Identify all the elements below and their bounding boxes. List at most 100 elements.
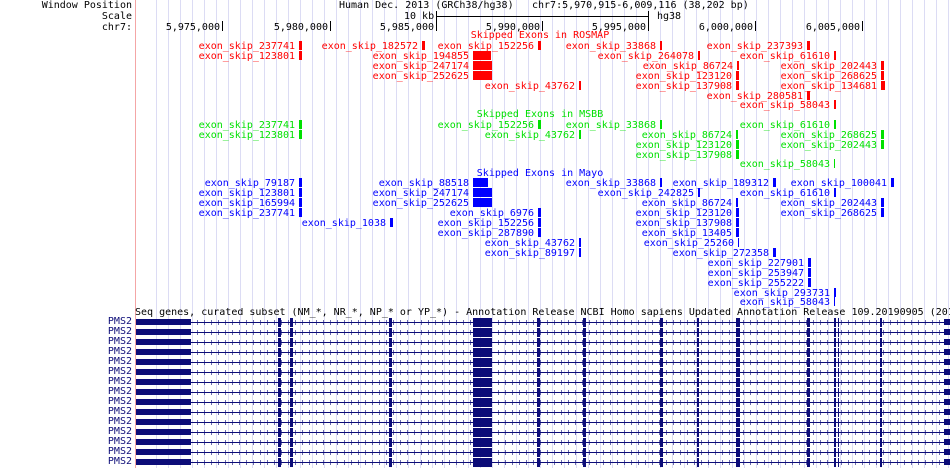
exon-skip-label[interactable]: exon_skip_253947 [707, 268, 804, 279]
gene-exon[interactable] [807, 328, 810, 337]
gene-exon[interactable] [290, 388, 293, 397]
exon-skip-label[interactable]: exon_skip_1038 [301, 218, 386, 229]
gene-exon[interactable] [473, 408, 492, 417]
gene-exon[interactable] [697, 318, 699, 327]
gene-exon[interactable] [697, 338, 699, 347]
gene-exon[interactable] [838, 438, 839, 447]
gene-exon[interactable] [389, 418, 392, 427]
exon-skip-label[interactable]: exon_skip_25260 [643, 238, 734, 249]
gene-label[interactable]: PMS2 [107, 366, 132, 377]
exon-skip-label[interactable]: exon_skip_137908 [635, 150, 732, 161]
exon-skip-label[interactable]: exon_skip_123120 [635, 140, 732, 151]
exon-skip-label[interactable]: exon_skip_152256 [437, 120, 534, 131]
gene-exon[interactable] [473, 368, 492, 377]
gene-exon[interactable] [736, 328, 740, 337]
gene-exon[interactable] [583, 408, 586, 417]
gene-exon[interactable] [473, 438, 492, 447]
gene-exon[interactable] [389, 388, 392, 397]
exon-skip-label[interactable]: exon_skip_252625 [372, 71, 469, 82]
exon-skip-label[interactable]: exon_skip_194855 [372, 51, 469, 62]
exon-skip-label[interactable]: exon_skip_58043 [739, 297, 830, 308]
exon-skip-label[interactable]: exon_skip_202443 [780, 140, 877, 151]
exon-skip-label[interactable]: exon_skip_152256 [437, 41, 534, 52]
exon-skip-feature[interactable] [881, 140, 884, 149]
gene-exon[interactable] [473, 448, 492, 457]
gene-exon[interactable] [537, 388, 540, 397]
exon-skip-feature[interactable] [390, 218, 393, 227]
gene-intron-line[interactable] [191, 360, 946, 365]
gene-exon[interactable] [660, 328, 663, 337]
gene-exon[interactable] [736, 358, 740, 367]
gene-exon[interactable] [944, 429, 950, 435]
gene-exon[interactable] [583, 388, 586, 397]
gene-exon[interactable] [697, 378, 699, 387]
gene-exon[interactable] [278, 398, 281, 407]
exon-skip-label[interactable]: exon_skip_79187 [204, 178, 295, 189]
exon-skip-feature[interactable] [660, 41, 662, 50]
gene-exon[interactable] [278, 448, 281, 457]
gene-utr[interactable] [136, 449, 191, 455]
gene-exon[interactable] [660, 338, 663, 347]
exon-skip-label[interactable]: exon_skip_6976 [449, 208, 534, 219]
gene-exon[interactable] [660, 378, 663, 387]
exon-skip-label[interactable]: exon_skip_123801 [198, 188, 295, 199]
gene-label[interactable]: PMS2 [107, 386, 132, 397]
gene-exon[interactable] [389, 358, 392, 367]
exon-skip-label[interactable]: exon_skip_227901 [707, 258, 804, 269]
gene-exon[interactable] [583, 378, 586, 387]
exon-skip-feature[interactable] [538, 228, 541, 237]
gene-exon[interactable] [660, 438, 663, 447]
gene-exon[interactable] [838, 428, 839, 437]
gene-exon[interactable] [537, 398, 540, 407]
exon-skip-label[interactable]: exon_skip_86724 [641, 130, 732, 141]
exon-skip-feature[interactable] [834, 100, 836, 109]
gene-exon[interactable] [278, 338, 281, 347]
gene-exon[interactable] [537, 318, 540, 327]
gene-exon[interactable] [660, 428, 663, 437]
gene-exon[interactable] [583, 448, 586, 457]
gene-intron-line[interactable] [191, 410, 946, 415]
exon-skip-label[interactable]: exon_skip_268625 [780, 71, 877, 82]
gene-exon[interactable] [697, 438, 699, 447]
exon-skip-label[interactable]: exon_skip_202443 [780, 198, 877, 209]
gene-utr[interactable] [136, 409, 191, 415]
gene-exon[interactable] [537, 438, 540, 447]
exon-skip-label[interactable]: exon_skip_137908 [635, 81, 732, 92]
gene-exon[interactable] [660, 408, 663, 417]
gene-exon[interactable] [290, 328, 293, 337]
gene-exon[interactable] [838, 408, 839, 417]
exon-skip-label[interactable]: exon_skip_268625 [780, 130, 877, 141]
exon-skip-feature[interactable] [299, 120, 302, 129]
gene-exon[interactable] [290, 408, 293, 417]
gene-label[interactable]: PMS2 [107, 416, 132, 427]
gene-exon[interactable] [838, 338, 839, 347]
exon-skip-feature[interactable] [736, 208, 739, 217]
exon-skip-label[interactable]: exon_skip_123120 [635, 208, 732, 219]
gene-exon[interactable] [697, 448, 699, 457]
gene-exon[interactable] [736, 378, 740, 387]
gene-exon[interactable] [736, 428, 740, 437]
exon-skip-label[interactable]: exon_skip_264078 [597, 51, 694, 62]
gene-exon[interactable] [838, 448, 839, 457]
gene-intron-line[interactable] [191, 350, 946, 355]
gene-exon[interactable] [660, 458, 663, 467]
exon-skip-label[interactable]: exon_skip_61610 [739, 120, 830, 131]
gene-exon[interactable] [736, 368, 740, 377]
gene-utr[interactable] [136, 359, 191, 365]
gene-exon[interactable] [473, 458, 492, 467]
gene-utr[interactable] [136, 379, 191, 385]
exon-skip-feature[interactable] [660, 120, 662, 129]
gene-exon[interactable] [807, 338, 810, 347]
exon-skip-label[interactable]: exon_skip_237393 [706, 41, 803, 52]
exon-skip-label[interactable]: exon_skip_100041 [790, 178, 887, 189]
exon-skip-feature[interactable] [299, 188, 302, 197]
exon-skip-feature[interactable] [736, 130, 738, 139]
exon-skip-feature[interactable] [299, 178, 302, 187]
gene-exon[interactable] [838, 358, 839, 367]
gene-exon[interactable] [880, 328, 882, 337]
gene-exon[interactable] [660, 368, 663, 377]
gene-utr[interactable] [136, 419, 191, 425]
exon-skip-label[interactable]: exon_skip_255222 [707, 278, 804, 289]
gene-exon[interactable] [807, 388, 810, 397]
gene-exon[interactable] [473, 318, 492, 327]
